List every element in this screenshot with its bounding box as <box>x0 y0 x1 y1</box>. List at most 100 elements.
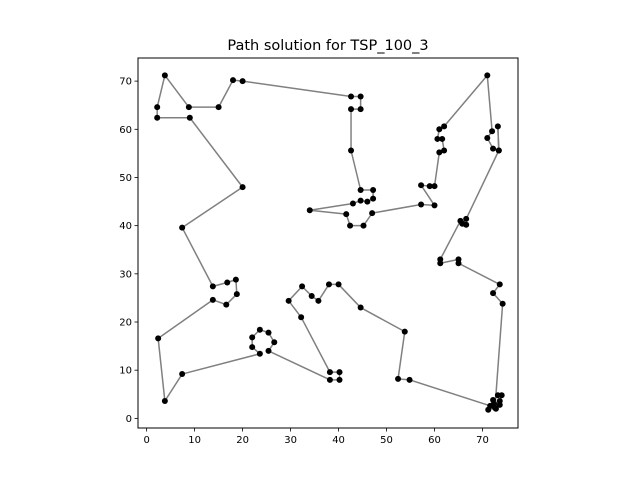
city-point <box>490 290 497 297</box>
path-segment <box>433 151 441 187</box>
city-point <box>215 104 222 111</box>
path-segment <box>457 262 501 286</box>
city-point <box>161 72 168 79</box>
path-segment <box>497 125 500 152</box>
city-point <box>357 197 364 204</box>
city-point <box>441 147 448 154</box>
city-point <box>348 106 355 113</box>
path-segment <box>217 79 234 108</box>
city-point <box>348 147 355 154</box>
x-tick-label: 0 <box>143 435 149 446</box>
city-point <box>249 344 256 351</box>
city-point <box>357 187 364 194</box>
path-segment <box>189 116 244 188</box>
city-point <box>265 329 272 336</box>
path-segment <box>181 226 214 288</box>
city-point <box>285 297 292 304</box>
city-point <box>484 134 491 141</box>
city-point <box>239 78 246 85</box>
axes-frame <box>137 57 519 429</box>
path-segment <box>164 74 190 108</box>
plot-area <box>154 72 506 413</box>
path-segment <box>443 74 489 128</box>
city-point <box>298 314 305 321</box>
x-tick-label: 30 <box>284 435 297 446</box>
city-point <box>239 184 246 191</box>
city-point <box>406 376 413 383</box>
city-point <box>256 326 263 333</box>
city-point <box>436 126 443 133</box>
city-point <box>249 334 256 341</box>
city-point <box>495 147 502 154</box>
city-point <box>490 397 497 404</box>
y-tick-label: 40 <box>119 221 132 232</box>
city-point <box>369 210 376 217</box>
city-point <box>230 77 236 84</box>
city-point <box>343 211 350 218</box>
city-point <box>431 202 438 209</box>
city-point <box>209 283 216 290</box>
y-tick-label: 60 <box>119 125 132 136</box>
city-point <box>484 72 491 79</box>
city-point <box>437 260 444 267</box>
path-segment <box>241 80 352 98</box>
city-point <box>436 149 443 156</box>
city-point <box>431 183 438 190</box>
path-segment <box>157 337 166 402</box>
city-point <box>487 402 494 409</box>
path-segment <box>287 285 303 302</box>
city-point <box>434 135 441 142</box>
city-point <box>315 297 322 304</box>
city-point <box>364 198 371 205</box>
path-segment <box>350 149 362 191</box>
x-tick-label: 10 <box>188 435 201 446</box>
city-point <box>401 328 408 335</box>
city-point <box>395 375 402 382</box>
city-point <box>463 215 470 222</box>
city-point <box>426 183 433 190</box>
x-tick-label: 70 <box>476 435 489 446</box>
x-axis: 0 10 20 30 40 50 60 70 <box>143 428 489 446</box>
city-point <box>360 222 367 229</box>
city-point <box>494 123 501 130</box>
path-segment <box>337 283 362 309</box>
city-point <box>154 104 161 111</box>
path-segment <box>164 373 183 402</box>
city-point <box>185 104 192 111</box>
path-segment <box>465 149 500 220</box>
path-segment <box>300 316 331 373</box>
city-point <box>299 283 306 290</box>
city-point <box>490 145 497 152</box>
city-point <box>498 392 505 399</box>
y-tick-label: 30 <box>119 269 132 280</box>
path-segment <box>397 330 406 380</box>
city-point <box>326 376 333 383</box>
city-point <box>179 371 186 378</box>
city-point <box>489 128 496 135</box>
city-point <box>179 224 186 231</box>
city-point <box>418 201 425 208</box>
path-segment <box>156 74 166 108</box>
y-axis: 0 10 20 30 40 50 60 70 <box>119 77 138 425</box>
city-point <box>336 376 343 383</box>
path-segment <box>181 186 244 229</box>
city-point <box>308 292 315 299</box>
x-tick-label: 40 <box>332 435 345 446</box>
city-point <box>209 296 216 303</box>
city-point <box>441 123 448 130</box>
city-point <box>154 114 161 121</box>
city-point <box>370 195 377 202</box>
x-tick-label: 20 <box>236 435 249 446</box>
x-tick-label: 60 <box>428 435 441 446</box>
city-point <box>224 279 231 286</box>
city-point <box>496 398 503 405</box>
path-segment <box>408 379 491 407</box>
city-point <box>455 260 462 267</box>
city-point <box>265 347 272 354</box>
city-point <box>223 301 230 308</box>
city-point <box>457 217 464 224</box>
city-point <box>370 187 377 194</box>
city-point <box>499 300 506 307</box>
path-segment <box>309 209 347 215</box>
city-point <box>357 93 364 100</box>
